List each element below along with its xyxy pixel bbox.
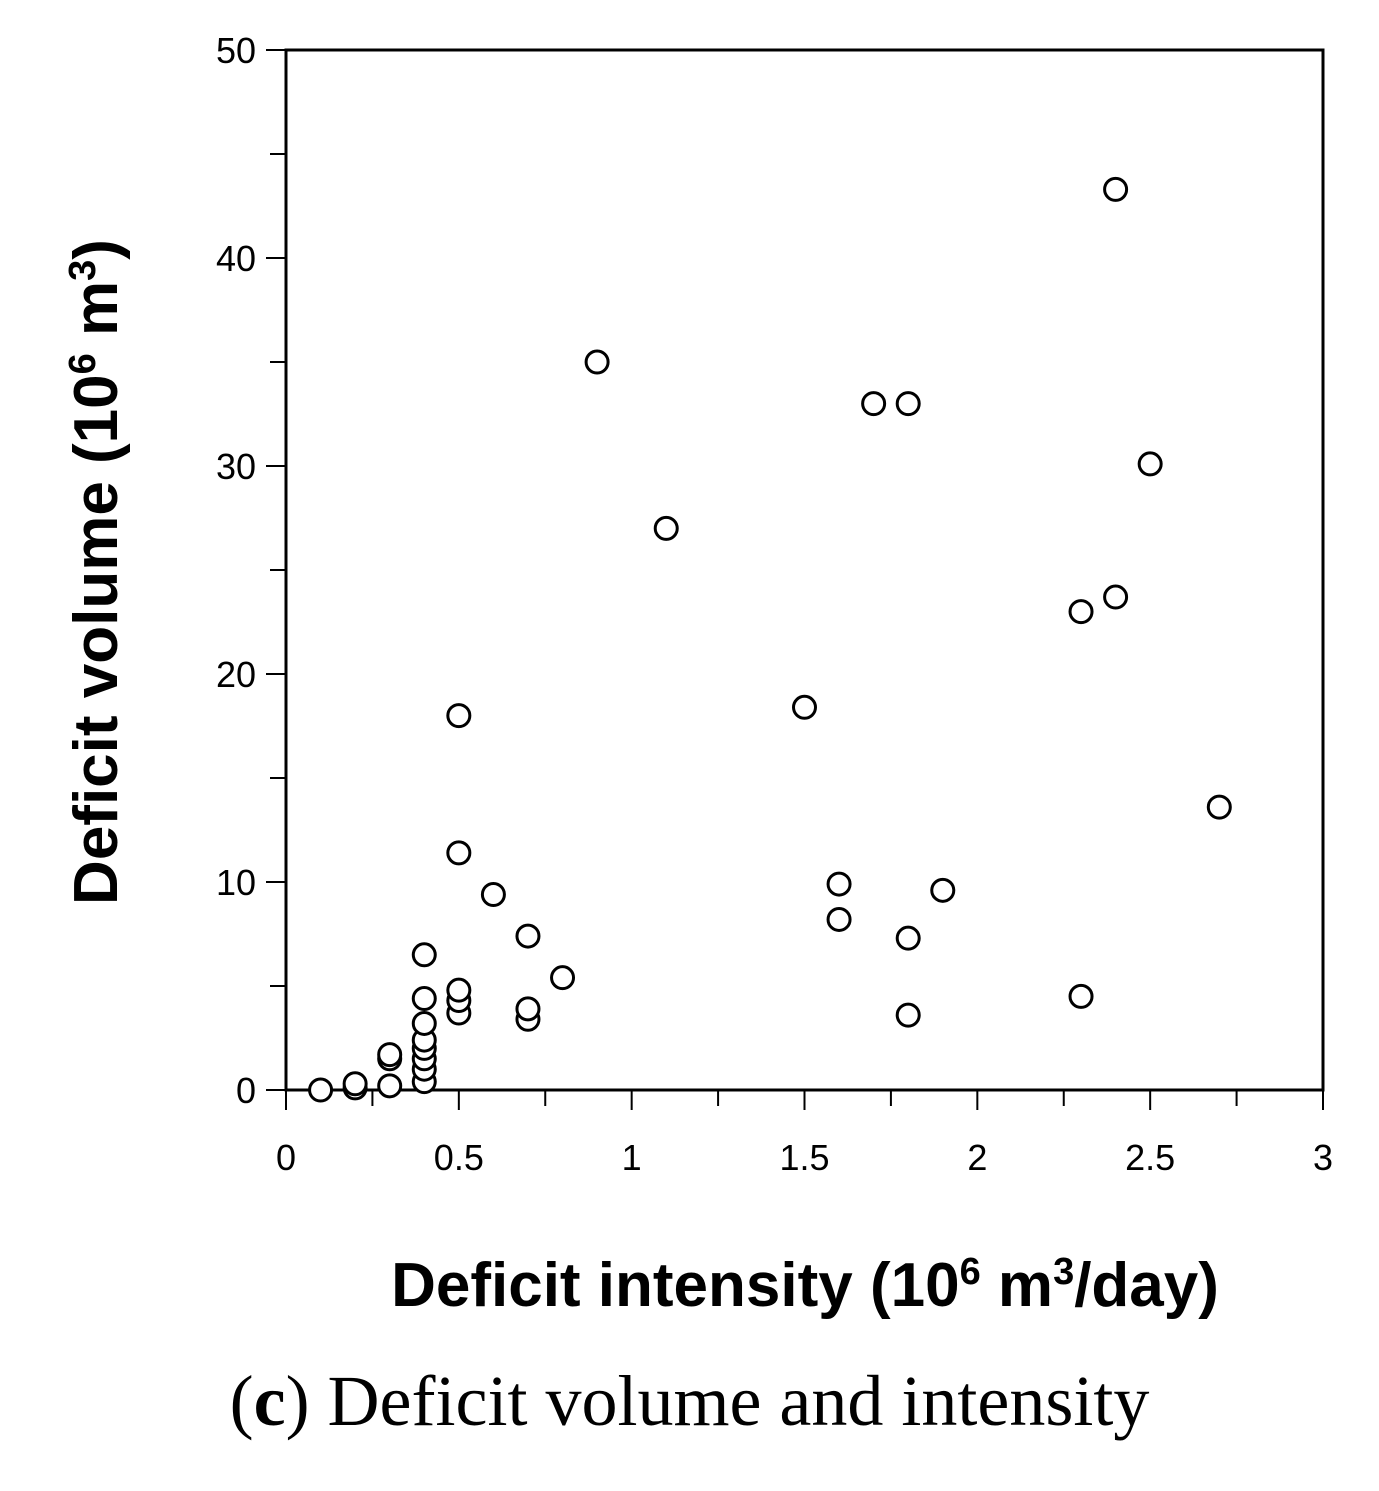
data-point	[861, 391, 887, 417]
data-point	[308, 1077, 334, 1103]
data-point	[446, 840, 472, 866]
data-point	[826, 906, 852, 932]
data-point	[411, 985, 437, 1011]
data-point	[1068, 983, 1094, 1009]
data-point	[411, 942, 437, 968]
data-point	[550, 965, 576, 991]
caption-letter: c	[253, 1361, 286, 1441]
y-tick-label: 20	[216, 654, 256, 695]
y-tick-label: 40	[216, 238, 256, 279]
data-point	[446, 977, 472, 1003]
data-point	[895, 925, 921, 951]
data-point	[377, 1042, 403, 1068]
data-point	[895, 1002, 921, 1028]
data-points	[308, 176, 1232, 1103]
data-point	[515, 996, 541, 1022]
x-axis-title: Deficit intensity (106 m3/day)	[391, 1251, 1219, 1320]
x-tick-label: 1.5	[779, 1137, 829, 1178]
y-axis-title: Deficit volume (106 m3)	[62, 239, 131, 905]
y-tick-label: 30	[216, 446, 256, 487]
data-point	[342, 1071, 368, 1097]
data-point	[930, 877, 956, 903]
data-point	[1103, 584, 1129, 610]
x-tick-label: 2	[967, 1137, 987, 1178]
data-point	[826, 871, 852, 897]
data-point	[584, 349, 610, 375]
data-point	[1137, 451, 1163, 477]
data-point	[377, 1073, 403, 1099]
x-tick-label: 3	[1313, 1137, 1333, 1178]
y-tick-label: 0	[236, 1070, 256, 1111]
y-tick-label: 10	[216, 862, 256, 903]
data-point	[515, 923, 541, 949]
data-point	[1206, 794, 1232, 820]
x-tick-label: 1	[622, 1137, 642, 1178]
x-tick-label: 0.5	[434, 1137, 484, 1178]
data-point	[1103, 176, 1129, 202]
x-tick-label: 2.5	[1125, 1137, 1175, 1178]
figure-caption: (c) Deficit volume and intensity	[0, 1360, 1379, 1443]
plot-frame	[284, 48, 1325, 1092]
data-point	[792, 694, 817, 720]
x-tick-label: 0	[276, 1137, 296, 1178]
data-point	[411, 1010, 437, 1036]
data-point	[480, 881, 506, 907]
caption-open: (	[229, 1361, 254, 1441]
data-point	[653, 515, 679, 541]
caption-text: ) Deficit volume and intensity	[285, 1361, 1150, 1441]
data-point	[1068, 599, 1094, 625]
y-tick-label: 50	[216, 30, 256, 71]
data-point	[895, 391, 921, 417]
data-point	[446, 703, 472, 729]
